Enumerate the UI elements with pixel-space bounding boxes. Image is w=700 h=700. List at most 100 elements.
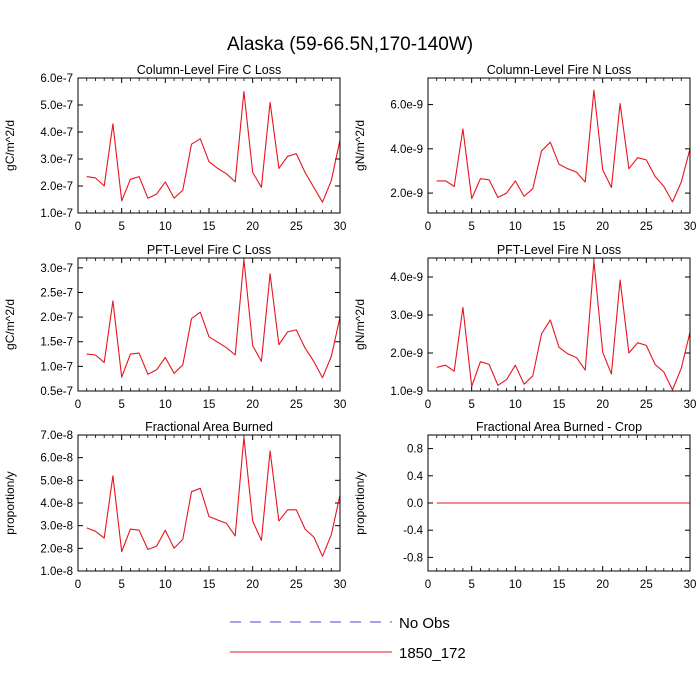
x-tick-label: 10: [159, 221, 172, 233]
x-tick-label: 15: [553, 579, 566, 591]
y-axis-label: proportion/y: [353, 471, 367, 534]
y-tick-label: 6.0e-7: [40, 73, 73, 85]
chart-title: Fractional Area Burned - Crop: [476, 420, 642, 434]
panels: Column-Level Fire C Loss gC/m^2/d 0 5 10 15 20…: [3, 63, 696, 591]
x-tick-label: 5: [118, 579, 124, 591]
x-tick-label: 15: [553, 221, 566, 233]
chart-title: Column-Level Fire N Loss: [487, 63, 632, 77]
y-tick-label: 4.0e-9: [390, 272, 423, 284]
y-tick-label: 0.5e-7: [40, 386, 73, 398]
series-line: [86, 258, 341, 379]
series-line: [436, 89, 691, 203]
y-tick-label: 6.0e-9: [390, 100, 423, 112]
x-tick-label: 10: [159, 399, 172, 411]
y-tick-label: 2.5e-7: [40, 287, 73, 299]
y-tick-label: 2.0e-7: [40, 312, 73, 324]
chart-panel: PFT-Level Fire N Loss gN/m^2/d 0 5 10 15 20 25 3…: [353, 243, 696, 411]
x-tick-label: 0: [425, 579, 431, 591]
x-tick-label: 20: [246, 221, 259, 233]
plot-frame: [77, 434, 341, 572]
x-tick-label: 10: [509, 221, 522, 233]
x-tick-label: 25: [290, 579, 303, 591]
y-tick-label: 1.0e-7: [40, 208, 73, 220]
x-tick-label: 5: [118, 399, 124, 411]
y-tick-label: -0.4: [403, 525, 423, 537]
y-tick-label: 1.5e-7: [40, 337, 73, 349]
legend: No Obs 1850_172: [230, 615, 466, 662]
y-tick-label: 1.0e-9: [390, 386, 423, 398]
x-tick-label: 15: [203, 579, 216, 591]
x-tick-label: 5: [468, 399, 474, 411]
x-tick-label: 25: [640, 399, 653, 411]
y-tick-label: 0.4: [407, 471, 424, 483]
y-tick-label: 2.0e-9: [390, 348, 423, 360]
y-tick-label: 6.0e-8: [40, 453, 73, 465]
x-tick-label: 30: [684, 221, 697, 233]
y-tick-label: 3.0e-7: [40, 154, 73, 166]
y-tick-label: 3.0e-8: [40, 521, 73, 533]
plot-frame: [427, 434, 691, 572]
y-axis-label: proportion/y: [3, 471, 17, 534]
legend-label: 1850_172: [399, 645, 466, 662]
x-tick-label: 30: [334, 221, 347, 233]
chart-panel: PFT-Level Fire C Loss gC/m^2/d 0 5 10 15 20 25 3…: [3, 243, 346, 411]
x-tick-label: 0: [75, 579, 81, 591]
x-tick-label: 0: [425, 221, 431, 233]
y-tick-label: 5.0e-8: [40, 475, 73, 487]
y-tick-label: 4.0e-7: [40, 127, 73, 139]
x-tick-label: 15: [553, 399, 566, 411]
series-line: [436, 260, 691, 391]
legend-label: No Obs: [399, 615, 450, 632]
y-tick-label: 4.0e-9: [390, 144, 423, 156]
y-tick-label: 5.0e-7: [40, 100, 73, 112]
x-tick-label: 0: [75, 399, 81, 411]
y-tick-label: 0.8: [407, 444, 423, 456]
plot-frame: [77, 257, 341, 392]
y-tick-label: 1.0e-8: [40, 566, 73, 578]
y-axis-label: gC/m^2/d: [3, 299, 17, 350]
chart-panel: Column-Level Fire C Loss gC/m^2/d 0 5 10 15 20…: [3, 63, 346, 233]
x-tick-label: 25: [640, 579, 653, 591]
series-line: [86, 436, 341, 557]
x-tick-label: 5: [468, 221, 474, 233]
x-tick-label: 30: [684, 399, 697, 411]
y-axis-label: gC/m^2/d: [3, 120, 17, 171]
x-tick-label: 0: [425, 399, 431, 411]
chart-title: Column-Level Fire C Loss: [137, 63, 282, 77]
plot-frame: [77, 77, 341, 214]
y-tick-label: 0.0: [407, 498, 423, 510]
x-tick-label: 5: [118, 221, 124, 233]
x-tick-label: 20: [596, 221, 609, 233]
figure-title: Alaska (59-66.5N,170-140W): [227, 34, 473, 55]
x-tick-label: 20: [246, 399, 259, 411]
x-tick-label: 30: [334, 399, 347, 411]
y-tick-label: 7.0e-8: [40, 430, 73, 442]
y-axis-label: gN/m^2/d: [353, 299, 367, 350]
x-tick-label: 20: [246, 579, 259, 591]
y-axis-label: gN/m^2/d: [353, 120, 367, 171]
y-tick-label: -0.8: [403, 552, 423, 564]
x-tick-label: 15: [203, 221, 216, 233]
x-tick-label: 20: [596, 579, 609, 591]
y-tick-label: 4.0e-8: [40, 498, 73, 510]
y-tick-label: 3.0e-7: [40, 263, 73, 275]
x-tick-label: 10: [509, 399, 522, 411]
y-tick-label: 2.0e-9: [390, 188, 423, 200]
chart-title: PFT-Level Fire C Loss: [147, 243, 271, 257]
y-tick-label: 1.0e-7: [40, 361, 73, 373]
x-tick-label: 30: [334, 579, 347, 591]
chart-panel: Fractional Area Burned - Crop proportion/…: [353, 420, 696, 591]
x-tick-label: 5: [468, 579, 474, 591]
chart-panel: Fractional Area Burned proportion/y 0 5 10 15…: [3, 420, 346, 591]
x-tick-label: 10: [509, 579, 522, 591]
x-tick-label: 25: [290, 221, 303, 233]
y-tick-label: 2.0e-8: [40, 543, 73, 555]
plot-frame: [427, 257, 691, 392]
x-tick-label: 30: [684, 579, 697, 591]
chart-title: Fractional Area Burned: [145, 420, 273, 434]
chart-panel: Column-Level Fire N Loss gN/m^2/d 0 5 10 15 20…: [353, 63, 696, 233]
chart-title: PFT-Level Fire N Loss: [497, 243, 621, 257]
x-tick-label: 0: [75, 221, 81, 233]
x-tick-label: 20: [596, 399, 609, 411]
